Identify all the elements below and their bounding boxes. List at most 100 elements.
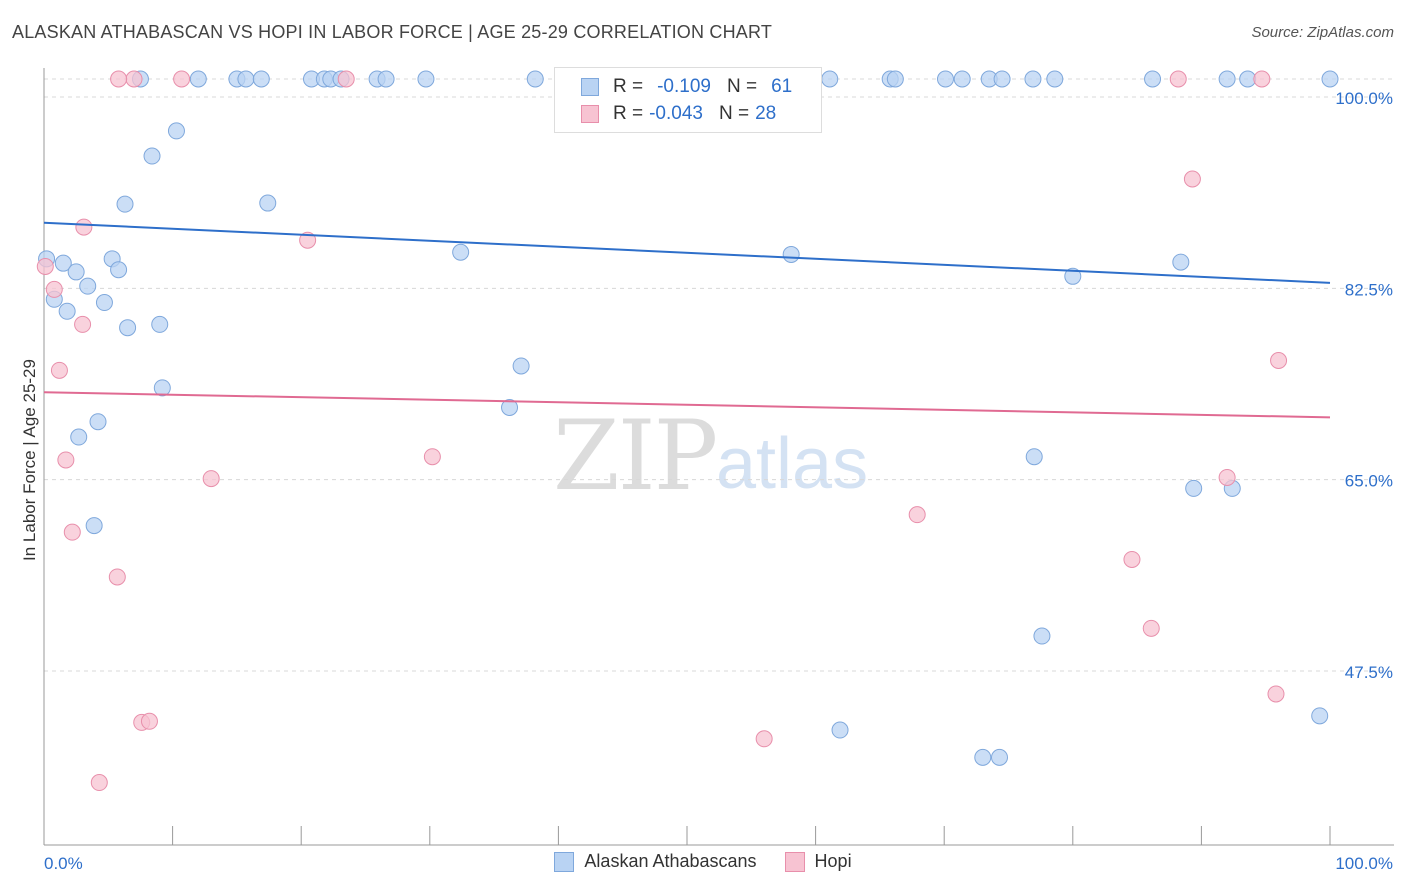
legend-swatch-athabascans (554, 851, 575, 872)
athabascan-swatch (581, 78, 599, 96)
r-label: R = (613, 103, 644, 124)
r-value: -0.109 (657, 76, 711, 97)
hopi-swatch (581, 105, 599, 123)
legend-item-athabascans[interactable]: Alaskan Athabascans (554, 851, 757, 872)
hopi-point (1218, 468, 1236, 486)
athabascan-point (526, 70, 544, 88)
athabascan-point (990, 748, 1008, 766)
athabascan-point (1239, 70, 1257, 88)
y-axis-label: In Labor Force | Age 25-29 (20, 359, 39, 561)
athabascan-point (70, 428, 88, 446)
hopi-point (108, 568, 126, 586)
athabascan-point (259, 194, 277, 212)
athabascan-point (119, 319, 137, 337)
athabascan-point (1218, 70, 1236, 88)
y-tick-label: 65.0% (1345, 472, 1393, 491)
athabascan-point (377, 70, 395, 88)
hopi-point (125, 70, 143, 88)
athabascan-point (1172, 253, 1190, 271)
hopi-point (45, 280, 63, 298)
athabascan-point (936, 70, 954, 88)
athabascan-point (1144, 70, 1162, 88)
chart-title: ALASKAN ATHABASCAN VS HOPI IN LABOR FORC… (12, 22, 773, 42)
athabascan-point (153, 379, 171, 397)
y-tick-label: 100.0% (1335, 89, 1393, 108)
stats-row-athabascan: R = -0.109 N = 61 (555, 73, 792, 101)
athabascan-point (58, 302, 76, 320)
athabascan-point (151, 315, 169, 333)
hopi-point (1270, 351, 1288, 369)
stats-box: R = -0.109 N = 61 R = -0.043 N = 28 (554, 67, 822, 133)
athabascan-point (143, 147, 161, 165)
hopi-point (1183, 170, 1201, 188)
athabascan-point (252, 70, 270, 88)
legend-label-athabascans: Alaskan Athabascans (584, 851, 757, 871)
athabascan-point (501, 399, 519, 417)
legend-item-hopi[interactable]: Hopi (784, 851, 852, 872)
x-tick-label: 0.0% (44, 854, 83, 873)
hopi-point (908, 506, 926, 524)
athabascan-point (85, 517, 103, 535)
athabascan-point (110, 261, 128, 279)
r-label: R = (613, 76, 644, 97)
x-tick-label: 100.0% (1335, 854, 1393, 873)
athabascan-point (417, 70, 435, 88)
n-label: N = (726, 76, 758, 97)
n-label: N = (718, 103, 750, 124)
athabascan-point (1185, 479, 1203, 497)
hopi-point (1253, 70, 1271, 88)
athabascan-point (89, 413, 107, 431)
athabascan-point (116, 195, 134, 213)
hopi-point (202, 470, 220, 488)
athabascan-point (79, 277, 97, 295)
stats-row-hopi: R = -0.043 N = 28 (555, 100, 776, 128)
hopi-point (50, 361, 68, 379)
athabascan-point (452, 243, 470, 261)
athabascan-point (974, 748, 992, 766)
athabascan-point (95, 294, 113, 312)
athabascan-point (512, 357, 530, 375)
n-value: 28 (755, 103, 777, 124)
legend-swatch-hopi (784, 851, 805, 872)
hopi-point (36, 257, 54, 275)
r-value: -0.043 (649, 103, 703, 124)
legend: Alaskan Athabascans Hopi (0, 851, 1406, 872)
source-label: Source: ZipAtlas.com (1251, 24, 1394, 41)
athabascan-point (1024, 70, 1042, 88)
hopi-point (140, 712, 158, 730)
hopi-point (1142, 619, 1160, 637)
n-value: 61 (771, 76, 793, 97)
watermark-atlas: atlas (716, 424, 869, 504)
y-tick-label: 47.5% (1345, 663, 1393, 682)
athabascan-point (189, 70, 207, 88)
athabascan-point (831, 721, 849, 739)
hopi-point (75, 218, 93, 236)
hopi-point (57, 451, 75, 469)
athabascan-point (1025, 448, 1043, 466)
athabascan-point (1046, 70, 1064, 88)
hopi-point (110, 70, 128, 88)
hopi-trend-line (43, 391, 1331, 419)
athabascan-point (1064, 267, 1082, 285)
hopi-point (1169, 70, 1187, 88)
athabascan-point (54, 254, 72, 272)
hopi-point (423, 448, 441, 466)
y-tick-label: 82.5% (1345, 280, 1393, 299)
athabascan-point (821, 70, 839, 88)
hopi-point (337, 70, 355, 88)
athabascan-point (1311, 707, 1329, 725)
athabascan-point (237, 70, 255, 88)
athabascan-point (782, 245, 800, 263)
athabascan-trend-line (43, 221, 1331, 284)
athabascan-point (67, 263, 85, 281)
hopi-point (90, 774, 108, 792)
athabascan-point (1033, 627, 1051, 645)
athabascan-point (953, 70, 971, 88)
athabascan-point (993, 70, 1011, 88)
legend-label-hopi: Hopi (814, 851, 852, 871)
athabascan-point (886, 70, 904, 88)
hopi-point (1267, 685, 1285, 703)
hopi-point (173, 70, 191, 88)
hopi-point (63, 523, 81, 541)
